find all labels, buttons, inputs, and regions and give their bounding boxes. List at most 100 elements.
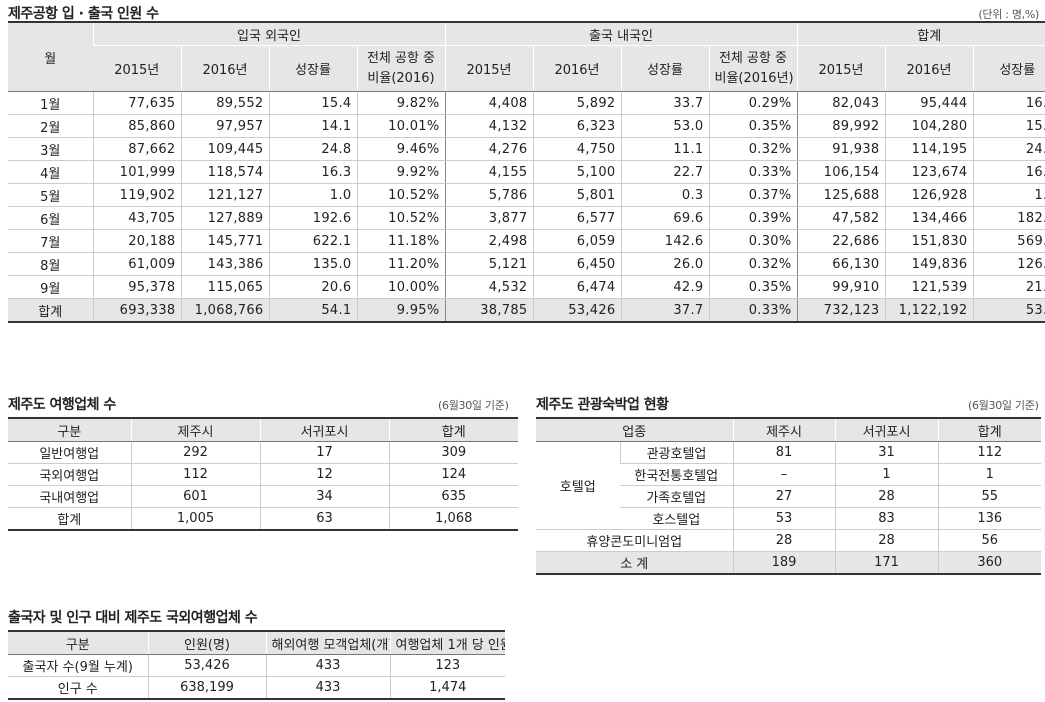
cell: 24.2 bbox=[972, 137, 1045, 161]
cell: 6,059 bbox=[532, 229, 621, 253]
cell: 10.00% bbox=[356, 275, 445, 299]
table-row: 6월 43,705 127,889 192.6 10.52% 3,877 6,577 69.6… bbox=[8, 206, 1045, 230]
cell: 인구 수 bbox=[8, 676, 148, 700]
cell: 합계 bbox=[8, 298, 93, 323]
cell: 34 bbox=[259, 485, 389, 508]
header-total-2016: 2016년 bbox=[884, 45, 973, 92]
cell: 9월 bbox=[8, 275, 93, 299]
table-row: 호스텔업 53 83 136 bbox=[536, 507, 1042, 530]
t3-header-seogwipo: 서귀포시 bbox=[834, 418, 939, 442]
header-total: 합계 bbox=[796, 22, 1045, 46]
cell: 732,123 bbox=[796, 298, 885, 323]
cell: 569.3 bbox=[972, 229, 1045, 253]
cell: 4월 bbox=[8, 160, 93, 184]
cell: 81 bbox=[732, 441, 836, 464]
cell: 0.37% bbox=[708, 183, 797, 207]
cell: 189 bbox=[732, 551, 836, 575]
cell: 10.52% bbox=[356, 183, 445, 207]
cell: 2월 bbox=[8, 114, 93, 138]
cell: 8월 bbox=[8, 252, 93, 276]
t4-header-people: 인원(명) bbox=[147, 631, 266, 655]
cell: 3월 bbox=[8, 137, 93, 161]
cell: 125,688 bbox=[796, 183, 885, 207]
cell: 53 bbox=[732, 507, 836, 530]
cell: 66,130 bbox=[796, 252, 885, 276]
table-row: 호텔업 관광호텔업 81 31 112 bbox=[536, 441, 1042, 530]
cell: 일반여행업 bbox=[8, 441, 131, 464]
header-inbound-foreigners: 입국 외국인 bbox=[92, 22, 445, 46]
cell: 109,445 bbox=[180, 137, 269, 161]
cell: 0.39% bbox=[708, 206, 797, 230]
cell: 10.01% bbox=[356, 114, 445, 138]
cell: 15.4 bbox=[268, 91, 357, 115]
cell: 9.46% bbox=[356, 137, 445, 161]
cell: 1,068,766 bbox=[180, 298, 269, 323]
cell: 121,127 bbox=[180, 183, 269, 207]
subtotal-row: 소 계 189 171 360 bbox=[536, 551, 1042, 575]
travel-agency-note: (6월30일 기준) bbox=[438, 399, 509, 412]
cell: 1,474 bbox=[389, 676, 505, 700]
cell: 33.7 bbox=[620, 91, 709, 115]
cell: 9.95% bbox=[356, 298, 445, 323]
cell: 16.5 bbox=[972, 160, 1045, 184]
table-row: 출국자 수(9월 누계) 53,426 433 123 bbox=[8, 654, 505, 677]
cell: 309 bbox=[388, 441, 518, 464]
table-row: 일반여행업 292 17 309 bbox=[8, 441, 518, 464]
cell: 4,276 bbox=[444, 137, 533, 161]
cell: 27 bbox=[732, 485, 836, 508]
cell: 118,574 bbox=[180, 160, 269, 184]
cell: 5,786 bbox=[444, 183, 533, 207]
table-row: 7월 20,188 145,771 622.1 11.18% 2,498 6,059 142.… bbox=[8, 229, 1045, 253]
cell: 0.32% bbox=[708, 252, 797, 276]
table-row: 1월 77,635 89,552 15.4 9.82% 4,408 5,892 33.7 0.2… bbox=[8, 91, 1045, 115]
table-row: 2월 85,860 97,957 14.1 10.01% 4,132 6,323 53.0 0.… bbox=[8, 114, 1045, 138]
cell: 433 bbox=[265, 676, 390, 700]
cell: 0.30% bbox=[708, 229, 797, 253]
cell: 4,750 bbox=[532, 137, 621, 161]
header-month: 월 bbox=[8, 22, 93, 92]
cell: 622.1 bbox=[268, 229, 357, 253]
header-outbound-nationals: 출국 내국인 bbox=[444, 22, 797, 46]
cell: 123,674 bbox=[884, 160, 973, 184]
cell: 24.8 bbox=[268, 137, 357, 161]
cell: 104,280 bbox=[884, 114, 973, 138]
cell: 101,999 bbox=[92, 160, 181, 184]
table-row: 5월 119,902 121,127 1.0 10.52% 5,786 5,801 0.3 0.… bbox=[8, 183, 1045, 207]
cell: 5,892 bbox=[532, 91, 621, 115]
cell: 635 bbox=[388, 485, 518, 508]
cell: 85,860 bbox=[92, 114, 181, 138]
t2-header-seogwipo: 서귀포시 bbox=[259, 418, 389, 442]
t2-header-total: 합계 bbox=[388, 418, 518, 442]
cell: 0.35% bbox=[708, 114, 797, 138]
cell: 4,155 bbox=[444, 160, 533, 184]
cell: 1.0 bbox=[268, 183, 357, 207]
cell: 1 bbox=[937, 463, 1042, 486]
cell: 42.9 bbox=[620, 275, 709, 299]
cell: 28 bbox=[732, 529, 836, 552]
ratio-table: 구분 인원(명) 해외여행 모객업체(개) 여행업체 1개 당 인원 출국자 수… bbox=[8, 630, 505, 700]
cell: 693,338 bbox=[92, 298, 181, 323]
cell: 6,474 bbox=[532, 275, 621, 299]
cell: 89,552 bbox=[180, 91, 269, 115]
cell: 112 bbox=[937, 441, 1042, 464]
cell: 124 bbox=[388, 463, 518, 486]
cell: 149,836 bbox=[884, 252, 973, 276]
cell: 0.35% bbox=[708, 275, 797, 299]
cell: 142.6 bbox=[620, 229, 709, 253]
cell: 136 bbox=[937, 507, 1042, 530]
cell: 11.1 bbox=[620, 137, 709, 161]
cell: 0.29% bbox=[708, 91, 797, 115]
cell: 20,188 bbox=[92, 229, 181, 253]
cell: 97,957 bbox=[180, 114, 269, 138]
header-total-growth: 성장률 bbox=[972, 45, 1045, 92]
cell: 22.7 bbox=[620, 160, 709, 184]
cell: 360 bbox=[937, 551, 1042, 575]
cell: 가족호텔업 bbox=[620, 485, 734, 508]
cell: 91,938 bbox=[796, 137, 885, 161]
cell: 95,378 bbox=[92, 275, 181, 299]
lodging-title: 제주도 관광숙박업 현황 bbox=[536, 397, 669, 413]
cell: 54.1 bbox=[268, 298, 357, 323]
cell: 4,132 bbox=[444, 114, 533, 138]
cell: 국내여행업 bbox=[8, 485, 131, 508]
cell: 127,889 bbox=[180, 206, 269, 230]
